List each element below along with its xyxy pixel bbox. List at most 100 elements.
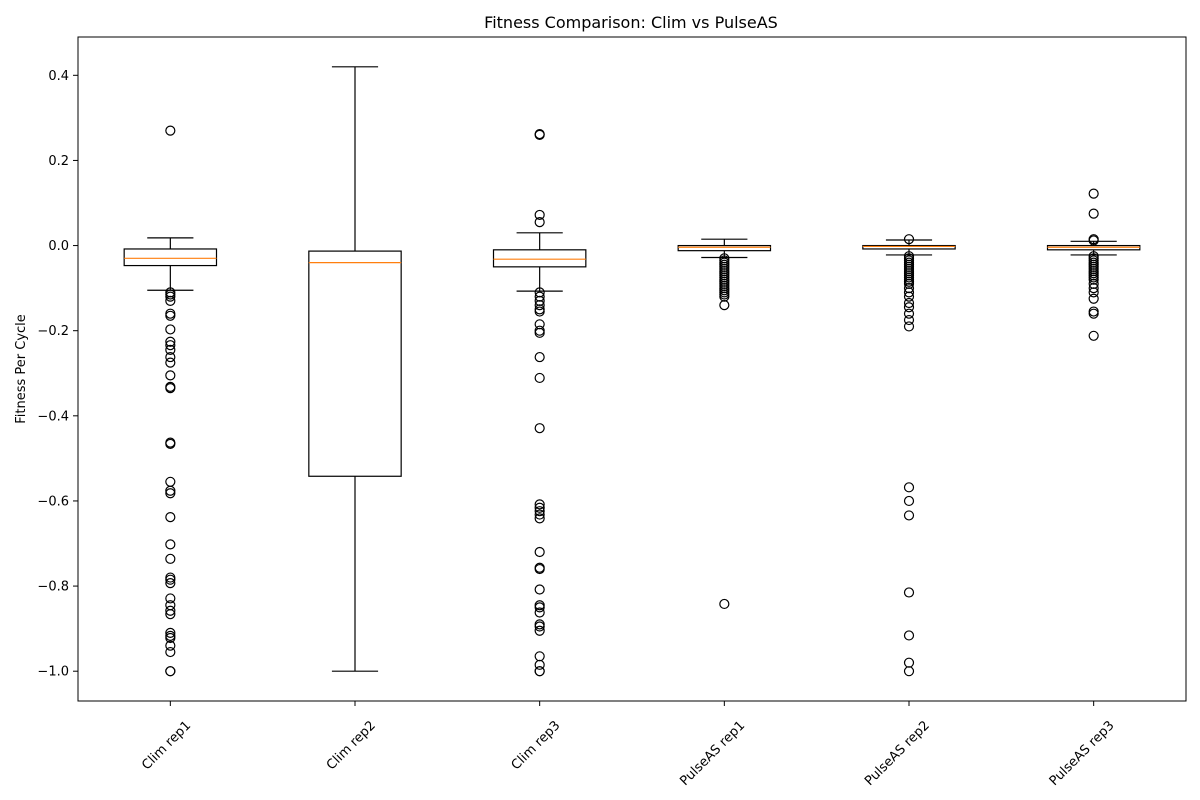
outlier-point [903, 657, 915, 668]
box-iqr [123, 248, 218, 267]
outlier-point [534, 300, 545, 311]
x-tick-label: Clim rep3 [509, 718, 564, 773]
outlier-point [165, 324, 176, 335]
y-tick-label: −0.6 [37, 494, 69, 509]
x-tick-label: Clim rep2 [324, 718, 379, 773]
x-tick-label: PulseAS rep3 [1047, 718, 1118, 789]
outlier-point [534, 621, 545, 632]
outlier-point [534, 666, 545, 677]
outlier-point [165, 370, 176, 381]
outlier-point [903, 630, 915, 641]
outlier-point [165, 632, 176, 644]
outlier-point [165, 609, 176, 620]
outlier-point [165, 125, 176, 136]
outlier-point [165, 666, 176, 677]
outlier-point [534, 509, 545, 520]
outlier-point [165, 357, 176, 368]
outlier-point [534, 209, 545, 221]
box-iqr [677, 244, 772, 252]
outlier-point [165, 308, 176, 319]
box-group [123, 125, 218, 677]
outlier-point [903, 510, 915, 521]
outlier-point [1088, 308, 1099, 319]
outlier-point [165, 512, 176, 523]
box-group [492, 128, 587, 677]
outlier-point [1088, 330, 1099, 341]
outlier-point [719, 300, 730, 311]
outlier-point [1088, 293, 1099, 304]
outlier-point [534, 513, 545, 524]
outlier-point [903, 666, 915, 677]
outlier-point [165, 627, 176, 638]
axes-frame [77, 36, 1187, 702]
y-tick-label: −0.8 [37, 580, 69, 595]
outlier-point [903, 287, 915, 298]
outlier-point [534, 546, 545, 558]
box-iqr [308, 250, 402, 477]
outlier-point [903, 495, 915, 507]
y-tick-label: −0.4 [37, 409, 69, 424]
outlier-point [1088, 188, 1099, 199]
y-tick-label: 0.2 [48, 154, 69, 169]
outlier-point [165, 438, 176, 450]
box-iqr [862, 244, 956, 250]
outlier-point [903, 291, 915, 302]
outlier-point [165, 336, 176, 347]
outlier-point [903, 302, 915, 313]
outlier-point [534, 327, 545, 338]
outlier-point [903, 308, 915, 319]
y-tick-label: −1.0 [37, 665, 69, 680]
x-axis: Clim rep1 Clim rep2 Clim rep3 PulseAS rep1 P… [139, 701, 1117, 789]
outlier-point [903, 234, 915, 245]
outlier-point [534, 351, 545, 363]
box-group [677, 238, 772, 610]
box-group [1046, 188, 1141, 341]
y-tick-label: 0.4 [48, 69, 69, 84]
outlier-point [165, 351, 176, 363]
outlier-point [903, 587, 915, 598]
outlier-point [165, 383, 176, 394]
outlier-point [165, 310, 176, 321]
outlier-point [165, 574, 176, 585]
y-axis: −1.0 −0.8 −0.6 −0.4 −0.2 0.0 0.2 0.4 [37, 69, 78, 680]
outlier-point [534, 506, 545, 517]
outlier-point [534, 602, 545, 613]
outlier-point [534, 659, 545, 670]
outlier-point [534, 306, 545, 317]
x-tick-label: PulseAS rep1 [677, 718, 748, 789]
y-axis-label: Fitness Per Cycle [14, 314, 29, 424]
box-group [308, 66, 402, 672]
outlier-point [165, 344, 176, 355]
outlier-point [165, 485, 176, 496]
outlier-point [903, 297, 915, 309]
x-tick-label: PulseAS rep2 [862, 718, 933, 789]
outlier-point [534, 625, 545, 636]
outlier-point [534, 607, 545, 618]
outlier-point [534, 217, 545, 228]
outlier-point [1088, 306, 1099, 317]
outlier-point [903, 321, 915, 332]
outlier-point [903, 314, 915, 326]
outlier-point [165, 340, 176, 351]
outlier-point [534, 325, 545, 336]
x-tick-label: Clim rep1 [139, 718, 194, 773]
outlier-point [719, 598, 730, 610]
y-tick-label: −0.2 [37, 324, 69, 339]
outlier-point [534, 499, 545, 510]
outlier-point [1088, 208, 1099, 219]
outlier-point [165, 295, 176, 306]
outlier-point [534, 563, 545, 575]
outlier-point [165, 593, 176, 604]
outlier-point [165, 646, 176, 658]
outlier-point [534, 502, 545, 513]
outlier-point [165, 577, 176, 589]
outlier-point [534, 651, 545, 662]
outlier-point [1088, 235, 1099, 246]
outlier-point [165, 640, 176, 651]
outlier-point [1088, 283, 1099, 294]
outlier-point [534, 423, 545, 434]
outlier-point [903, 482, 915, 493]
outlier-point [165, 553, 176, 564]
outlier-point [165, 539, 176, 550]
